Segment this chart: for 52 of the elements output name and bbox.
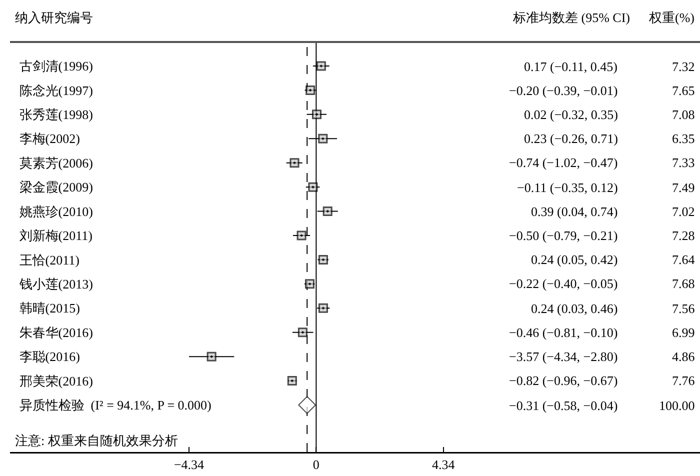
annotation: 7.56 [672, 301, 696, 316]
annotation: 6.99 [672, 325, 695, 340]
y-tick-label: 古剑清(1996) [19, 58, 93, 74]
x-tick-label: 4.34 [432, 457, 456, 472]
x-tick-label: 0 [312, 457, 320, 472]
annotation: 7.64 [672, 252, 696, 267]
annotation: −0.46 (−0.81, −0.10) [509, 325, 618, 340]
y-tick-label: 朱春华(2016) [19, 324, 93, 340]
y-tick-label: 李梅(2002) [19, 131, 80, 146]
y-tick-label: 梁金霞(2009) [19, 180, 93, 195]
annotation: 0.17 (−0.11, 0.45) [524, 59, 618, 74]
y-tick-label: 邢美荣(2016) [19, 373, 93, 388]
y-tick-label: 李聪(2016) [19, 349, 80, 364]
annotation: −0.50 (−0.79, −0.21) [509, 228, 618, 243]
y-tick-label: 异质性检验 (I² = 94.1%, P = 0.000) [19, 398, 212, 413]
annotation: 7.33 [672, 155, 695, 170]
annotation: −0.20 (−0.39, −0.01) [509, 83, 618, 98]
annotation: −3.57 (−4.34, −2.80) [509, 349, 618, 364]
y-tick-label: 钱小莲(2013) [18, 276, 93, 292]
annotation: 0.24 (0.03, 0.46) [531, 301, 618, 316]
annotation: −0.11 (−0.35, 0.12) [517, 180, 618, 195]
annotation: 0.23 (−0.26, 0.71) [524, 131, 618, 146]
y-tick-label: 韩晴(2015) [19, 300, 80, 316]
y-tick-label: 陈念光(1997) [19, 82, 93, 98]
annotation: −0.74 (−1.02, −0.47) [509, 155, 618, 170]
annotation: 0.24 (0.05, 0.42) [531, 252, 618, 267]
y-tick-label: 莫素芳(2006) [19, 155, 93, 170]
annotation: 0.39 (0.04, 0.74) [531, 204, 618, 219]
annotation: 0.02 (−0.32, 0.35) [524, 107, 618, 122]
y-axis-title: 纳入研究编号 [15, 10, 93, 25]
annotation: 7.08 [672, 107, 695, 122]
annotation: 7.65 [672, 83, 695, 98]
text: 权重(%) [648, 10, 694, 25]
annotation: 4.86 [672, 349, 696, 364]
annotation: 100.00 [659, 398, 695, 413]
y-tick-label: 张秀莲(1998) [19, 106, 93, 122]
annotation: −0.22 (−0.40, −0.05) [509, 276, 618, 291]
annotation: 7.02 [672, 204, 695, 219]
y-tick-label: 姚燕珍(2010) [19, 204, 93, 219]
annotation: 6.35 [672, 131, 695, 146]
y-tick-label: 刘新梅(2011) [19, 228, 92, 244]
annotation: −0.31 (−0.58, −0.04) [509, 398, 618, 413]
annotation: 7.32 [672, 59, 695, 74]
text: 标准均数差 (95% CI) [512, 10, 630, 25]
y-tick-label: 王恰(2011) [19, 252, 80, 268]
annotation: −0.82 (−0.96, −0.67) [509, 373, 618, 388]
annotation: 7.68 [672, 276, 695, 291]
x-tick-label: −4.34 [174, 457, 205, 472]
annotation: 7.49 [672, 180, 695, 195]
annotation: 注意: 权重来自随机效果分析 [15, 433, 178, 448]
annotation: 7.76 [672, 373, 696, 388]
annotation: 7.28 [672, 228, 695, 243]
